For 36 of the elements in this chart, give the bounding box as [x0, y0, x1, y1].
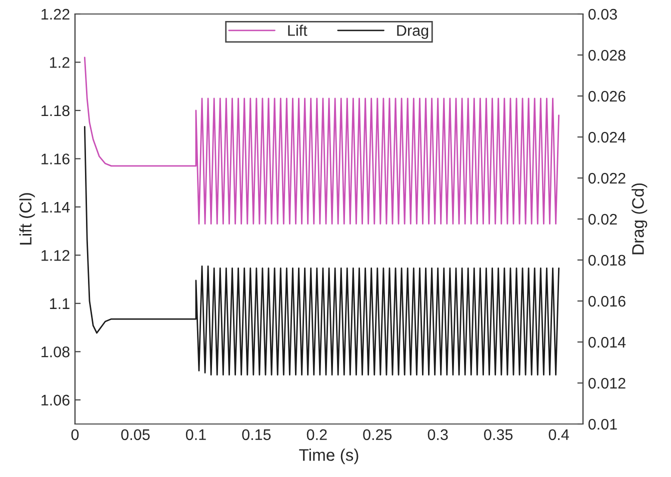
y-tick-label: 1.22 — [42, 8, 70, 20]
y2-tick-label: 0.026 — [588, 90, 626, 102]
y-tick-label: 1.12 — [42, 250, 70, 261]
line-series — [84, 56, 560, 225]
legend-label: Drag — [397, 25, 428, 39]
x-tick-label: 0 — [71, 429, 79, 440]
y2-tick-label: 0.03 — [588, 8, 617, 20]
y-tick-label: 1.16 — [42, 154, 70, 164]
y2-tick-label: 0.014 — [588, 336, 626, 348]
x-tick-label: 0.1 — [186, 429, 206, 440]
x-tick-label: 0.3 — [428, 429, 448, 440]
x-tick-label: 0.25 — [363, 429, 392, 440]
x-tick-label: 0.15 — [242, 429, 271, 440]
x-tick-label: 0.2 — [306, 429, 327, 440]
x-tick-label: 0.4 — [548, 429, 569, 440]
y-tick-label: 1.14 — [42, 202, 70, 212]
y2-tick-label: 0.016 — [588, 296, 626, 307]
y2-tick-label: 0.022 — [588, 172, 626, 184]
y-tick-label: 1.06 — [42, 394, 70, 406]
line-series — [84, 126, 560, 376]
y2-axis-title: Drag (Cd) — [632, 183, 648, 254]
x-tick-label: 0.35 — [484, 429, 513, 440]
y2-tick-label: 0.02 — [588, 214, 617, 225]
y-axis-title: Lift (Cl) — [19, 193, 35, 244]
y-tick-label: 1.1 — [50, 298, 70, 309]
x-tick-label: 0.05 — [121, 429, 150, 440]
y2-tick-label: 0.024 — [588, 132, 626, 143]
y2-tick-label: 0.01 — [588, 418, 617, 430]
x-axis-title: Time (s) — [299, 448, 358, 464]
y2-tick-label: 0.018 — [588, 254, 626, 266]
y-tick-label: 1.08 — [42, 346, 70, 358]
y2-tick-label: 0.012 — [588, 378, 626, 389]
y2-tick-label: 0.028 — [588, 50, 626, 61]
y-tick-label: 1.2 — [50, 57, 70, 68]
y-tick-label: 1.18 — [42, 105, 70, 116]
legend-label: Lift — [288, 24, 308, 36]
